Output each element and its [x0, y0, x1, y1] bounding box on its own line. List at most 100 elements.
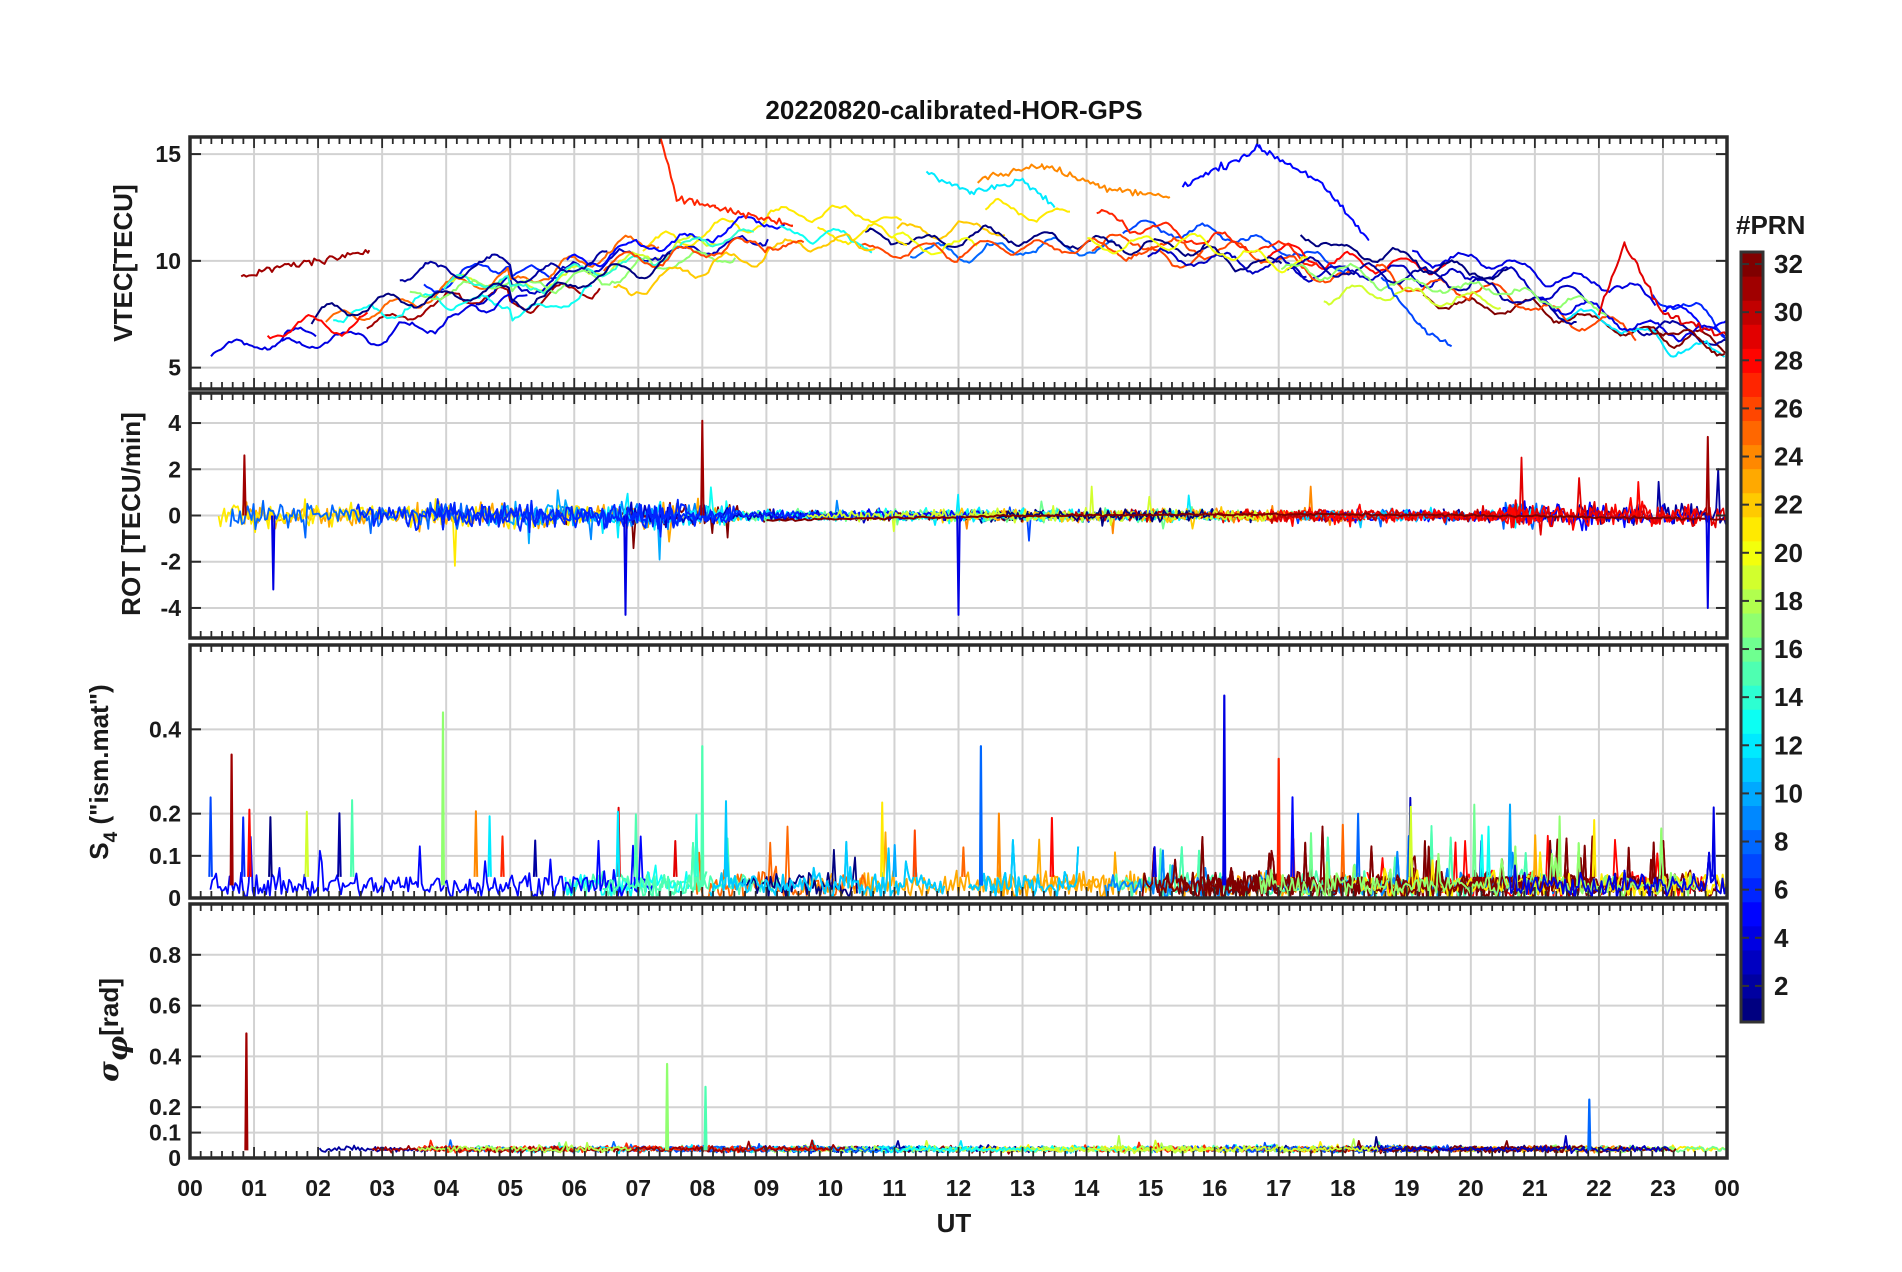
- colorbar-band: [1741, 733, 1763, 758]
- colorbar-tick-label: 2: [1774, 971, 1788, 1001]
- colorbar-band: [1741, 588, 1763, 614]
- x-tick-label: 13: [1010, 1175, 1036, 1201]
- vtec-trace-prn-29: [1597, 241, 1727, 337]
- s4-spike: [1152, 846, 1157, 877]
- s4-spike: [208, 796, 213, 877]
- colorbar-tick-label: 24: [1774, 442, 1803, 472]
- sigma-phi-ticks: [188, 902, 1729, 1160]
- colorbar-band: [1741, 348, 1763, 373]
- x-tick-label: 20: [1458, 1175, 1484, 1201]
- vtec-trace: [475, 234, 769, 306]
- vtec-trace: [1286, 256, 1577, 325]
- colorbar-band: [1741, 372, 1763, 397]
- vtec-traces: [210, 138, 1727, 358]
- x-tick-label: 00: [177, 1175, 203, 1201]
- s4-y-label-sub: 4: [101, 831, 122, 842]
- rot-spike: [1705, 435, 1711, 516]
- rot-trace: [1309, 503, 1549, 529]
- vtec-trace: [310, 252, 671, 325]
- s4-spike: [349, 799, 355, 877]
- s4-trace: [1508, 851, 1727, 898]
- s4-panel: 0 0.1 0.2 0.4 S4 ("ism.mat"): [84, 643, 1729, 911]
- vtec-trace-prn-7: [1380, 276, 1453, 348]
- colorbar-band: [1741, 516, 1763, 542]
- y-tick-label: 0: [168, 1145, 181, 1171]
- y-tick-label: 0.2: [149, 801, 181, 827]
- rot-traces: [217, 419, 1727, 616]
- x-tick-label: 15: [1138, 1175, 1164, 1201]
- y-tick-label: 4: [168, 410, 181, 436]
- y-tick-label: 0.2: [149, 1094, 181, 1120]
- vtec-trace: [1373, 263, 1637, 342]
- vtec-trace: [859, 237, 1204, 269]
- colorbar-band: [1741, 300, 1763, 325]
- s4-spike: [1711, 806, 1716, 877]
- colorbar-band: [1741, 540, 1763, 566]
- colorbar-tick-label: 4: [1774, 923, 1789, 953]
- vtec-panel: 5 10 15 VTEC[TECU]: [108, 135, 1729, 391]
- colorbar-tick-label: 20: [1774, 538, 1803, 568]
- sigma-phi-spike: [703, 1085, 708, 1151]
- y-tick-label: -2: [161, 549, 181, 575]
- y-tick-label: 15: [155, 141, 181, 167]
- colorbar-band: [1741, 396, 1763, 422]
- s4-spike: [912, 829, 918, 877]
- x-tick-label: 23: [1650, 1175, 1676, 1201]
- s4-spike: [229, 753, 234, 886]
- vtec-trace: [1635, 320, 1727, 346]
- s4-spike: [1533, 834, 1538, 877]
- rot-spike: [1705, 515, 1711, 609]
- colorbar-band: [1741, 420, 1763, 446]
- s4-spike: [961, 846, 966, 877]
- s4-spike: [1340, 823, 1346, 877]
- s4-spike: [996, 812, 1002, 877]
- sigma-phi-y-label-sub: φ: [101, 1035, 134, 1061]
- x-tick-label: 01: [241, 1175, 267, 1201]
- sigma-phi-grid: [189, 904, 1728, 1159]
- colorbar-tick-label: 26: [1774, 393, 1803, 423]
- s4-spike: [500, 835, 505, 877]
- colorbar-gradient: [1741, 252, 1763, 1023]
- y-tick-label: 0.6: [149, 993, 181, 1019]
- s4-traces: [208, 694, 1727, 898]
- colorbar-frame: [1739, 250, 1765, 1024]
- x-tick-label: 21: [1522, 1175, 1548, 1201]
- x-tick-label: 00: [1714, 1175, 1740, 1201]
- y-tick-label: 2: [168, 456, 181, 482]
- s4-spike: [1507, 803, 1513, 877]
- vtec-trace: [409, 250, 737, 301]
- x-tick-label: 18: [1330, 1175, 1356, 1201]
- colorbar-band: [1741, 709, 1763, 734]
- colorbar-band: [1741, 612, 1763, 638]
- vtec-trace: [1201, 245, 1283, 273]
- colorbar-tick-label: 14: [1774, 682, 1803, 712]
- s4-spike: [1276, 757, 1281, 886]
- colorbar-band: [1741, 637, 1763, 662]
- colorbar-band: [1741, 276, 1763, 301]
- colorbar-band: [1741, 805, 1763, 831]
- rot-spike: [623, 515, 628, 616]
- s4-spike: [1408, 805, 1414, 877]
- vtec-trace: [210, 326, 317, 357]
- x-tick-label: 02: [305, 1175, 331, 1201]
- sigma-phi-spike: [665, 1062, 670, 1151]
- rot-ticks: [188, 391, 1729, 640]
- rot-trace: [355, 499, 736, 534]
- x-tick-label: 10: [818, 1175, 844, 1201]
- vtec-trace: [603, 236, 805, 272]
- rot-trace: [1307, 500, 1701, 532]
- vtec-trace: [1646, 325, 1725, 357]
- vtec-trace: [909, 236, 1113, 264]
- sigma-phi-trace: [1038, 1139, 1379, 1155]
- colorbar-band: [1741, 829, 1763, 855]
- rot-trace: [1063, 508, 1500, 524]
- vtec-trace-prn-12: [925, 170, 1056, 209]
- s4-spike: [1355, 812, 1361, 877]
- s4-spike: [532, 839, 538, 877]
- vtec-trace: [613, 233, 876, 297]
- s4-spike: [1049, 816, 1055, 877]
- y-tick-label: 0.1: [149, 843, 181, 869]
- x-tick-label: 17: [1266, 1175, 1292, 1201]
